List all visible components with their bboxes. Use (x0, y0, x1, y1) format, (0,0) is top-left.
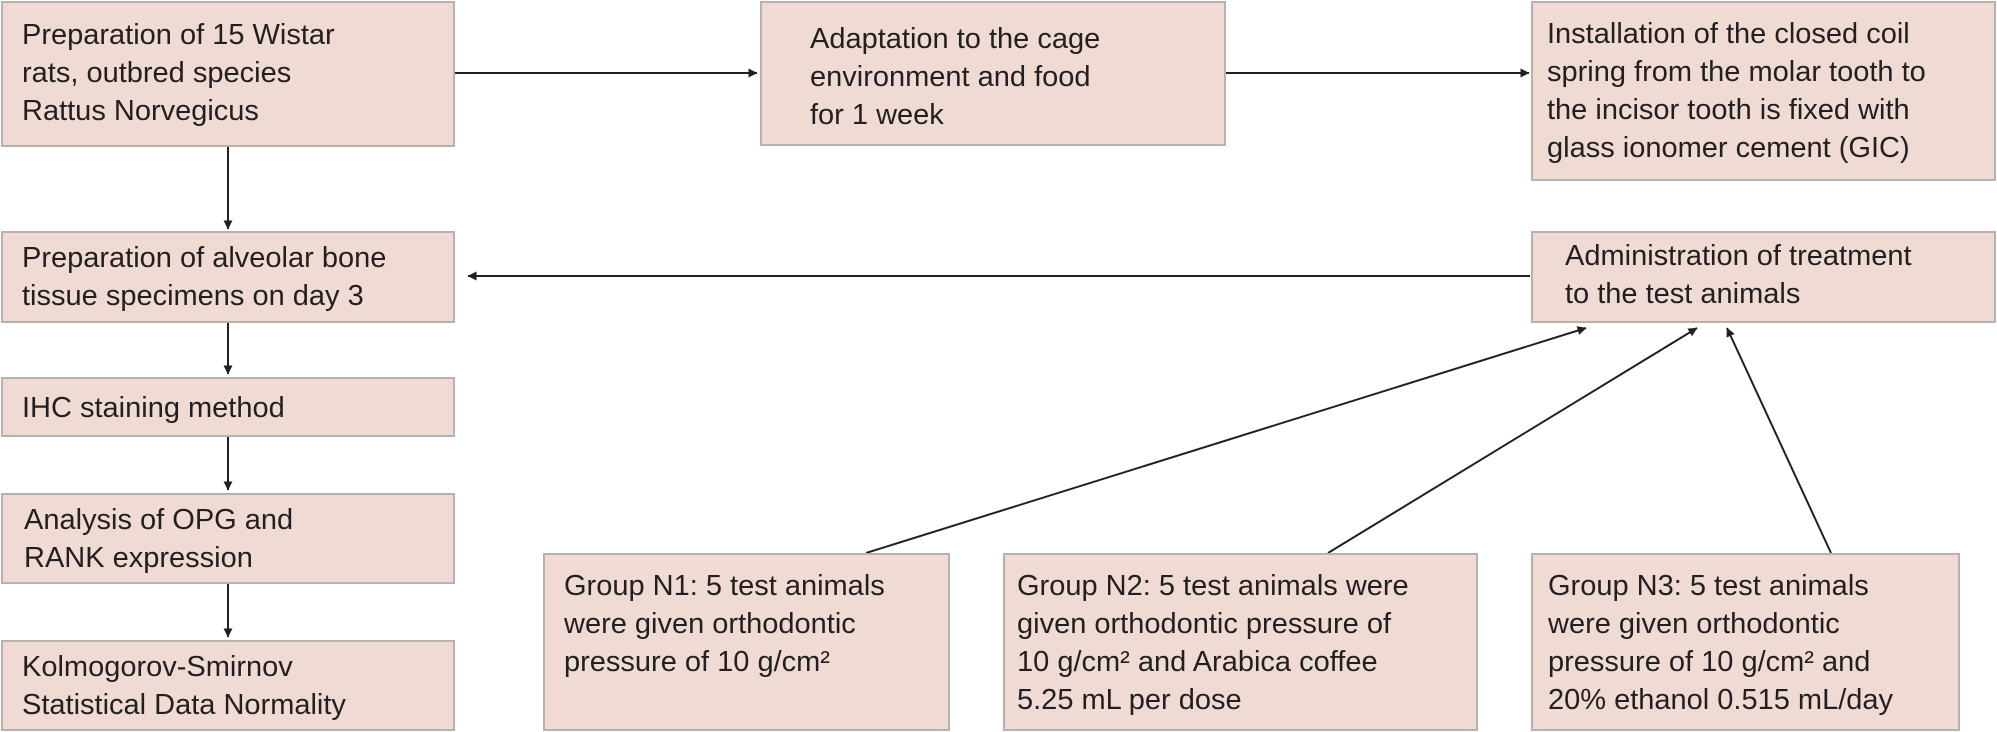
arrow-n1-to-administration (865, 326, 1587, 554)
node-analysis-text: Analysis of OPG and RANK expression (24, 504, 294, 574)
node-prep-specimens-text: Preparation of alveolar bone tissue spec… (22, 242, 387, 312)
node-group-n3-text: Group N3: 5 test animals were given orth… (1548, 570, 1894, 716)
node-prep-rats-text: Preparation of 15 Wistar rats, outbred s… (22, 19, 335, 127)
node-prep-rats: Preparation of 15 Wistar rats, outbred s… (1, 1, 455, 147)
arrow-n3-to-administration (1726, 327, 1832, 554)
node-group-n1-text: Group N1: 5 test animals were given orth… (564, 570, 885, 678)
node-installation: Installation of the closed coil spring f… (1531, 1, 1996, 181)
node-adaptation: Adaptation to the cage environment and f… (760, 1, 1226, 146)
node-group-n3: Group N3: 5 test animals were given orth… (1531, 553, 1960, 731)
arrow-n2-to-administration (1327, 327, 1698, 554)
node-ihc-text: IHC staining method (22, 392, 285, 424)
node-ks: Kolmogorov-Smirnov Statistical Data Norm… (1, 640, 455, 731)
node-group-n2-text: Group N2: 5 test animals were given orth… (1017, 570, 1409, 716)
node-analysis: Analysis of OPG and RANK expression (1, 493, 455, 584)
node-administration-text: Administration of treatment to the test … (1565, 240, 1912, 310)
node-group-n1: Group N1: 5 test animals were given orth… (543, 553, 950, 731)
node-adaptation-text: Adaptation to the cage environment and f… (810, 23, 1101, 131)
node-ks-text: Kolmogorov-Smirnov Statistical Data Norm… (22, 651, 346, 721)
node-prep-specimens: Preparation of alveolar bone tissue spec… (1, 231, 455, 323)
node-installation-text: Installation of the closed coil spring f… (1547, 18, 1926, 164)
node-administration: Administration of treatment to the test … (1531, 231, 1996, 323)
node-group-n2: Group N2: 5 test animals were given orth… (1003, 553, 1478, 731)
node-ihc: IHC staining method (1, 377, 455, 437)
